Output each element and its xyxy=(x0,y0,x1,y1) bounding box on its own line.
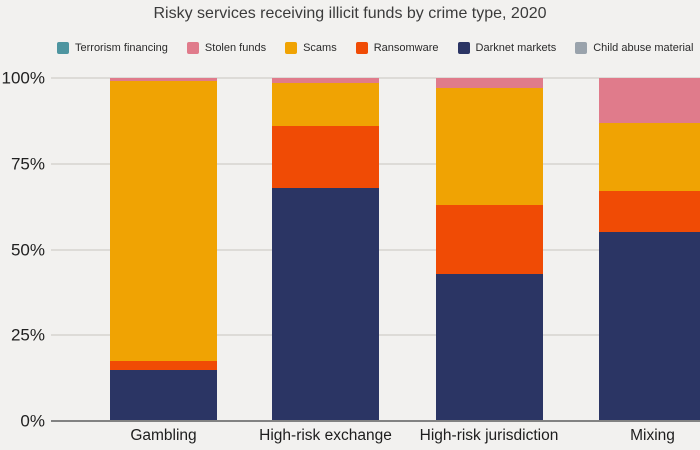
legend-swatch-icon xyxy=(457,42,470,54)
bar-segment-high-risk-jurisdiction-stolen-funds xyxy=(435,78,543,89)
x-tick-label-high-risk-jurisdiction: High-risk jurisdiction xyxy=(419,427,559,444)
legend-item-scams: Scams xyxy=(285,42,337,54)
bar-segment-high-risk-exchange-darknet-markets xyxy=(272,187,379,421)
legend-label: Stolen funds xyxy=(204,42,267,54)
bar-segment-gambling-stolen-funds xyxy=(110,78,217,82)
bar-segment-gambling-ransomware xyxy=(110,361,217,370)
legend-swatch-icon xyxy=(355,42,368,54)
bar-segment-high-risk-exchange-ransomware xyxy=(272,126,379,188)
legend-label: Darknet markets xyxy=(475,42,557,54)
x-tick-label-gambling: Gambling xyxy=(130,427,197,444)
x-tick-label-high-risk-exchange: High-risk exchange xyxy=(259,427,392,444)
y-tick-label: 50% xyxy=(10,240,45,259)
y-tick-label: 25% xyxy=(10,325,45,345)
bar-segment-gambling-darknet-markets xyxy=(110,369,217,421)
y-tick-label: 75% xyxy=(10,154,45,174)
legend-item-terrorism-financing: Terrorism financing xyxy=(57,42,168,54)
bar-segment-mixing-ransomware xyxy=(599,191,700,233)
legend-swatch-icon xyxy=(285,42,298,54)
gridline-100% xyxy=(51,77,700,79)
bar-segment-mixing-darknet-markets xyxy=(599,232,700,421)
bar-segment-gambling-scams xyxy=(110,81,217,361)
legend-label: Child abuse material xyxy=(593,42,694,54)
legend-swatch-icon xyxy=(57,42,69,54)
legend-label: Scams xyxy=(303,42,337,54)
legend: Terrorism financing Stolen funds Scams Rans… xyxy=(57,40,700,56)
y-tick-label: 0% xyxy=(20,411,45,431)
legend-item-child-abuse-material: Child abuse material xyxy=(575,42,694,54)
bar-segment-high-risk-jurisdiction-ransomware xyxy=(435,204,543,274)
bar-segment-mixing-stolen-funds xyxy=(599,78,700,123)
bar-segment-high-risk-jurisdiction-darknet-markets xyxy=(435,273,543,421)
bar-segment-high-risk-jurisdiction-scams xyxy=(435,88,543,205)
x-axis-line xyxy=(51,420,700,422)
legend-swatch-icon xyxy=(575,42,588,54)
legend-label: Ransomware xyxy=(373,42,439,54)
legend-item-stolen-funds: Stolen funds xyxy=(186,42,267,54)
legend-item-darknet-markets: Darknet markets xyxy=(457,42,557,54)
legend-swatch-icon xyxy=(186,42,199,54)
legend-label: Terrorism financing xyxy=(75,42,168,54)
y-tick-label: 100% xyxy=(1,68,45,88)
x-tick-label-mixing: Mixing xyxy=(630,427,675,444)
legend-item-ransomware: Ransomware xyxy=(355,42,439,54)
bar-segment-high-risk-exchange-scams xyxy=(272,83,379,127)
chart-title: Risky services receiving illicit funds b… xyxy=(153,5,547,22)
bar-segment-mixing-scams xyxy=(599,122,700,192)
bar-segment-high-risk-exchange-stolen-funds xyxy=(272,78,379,84)
